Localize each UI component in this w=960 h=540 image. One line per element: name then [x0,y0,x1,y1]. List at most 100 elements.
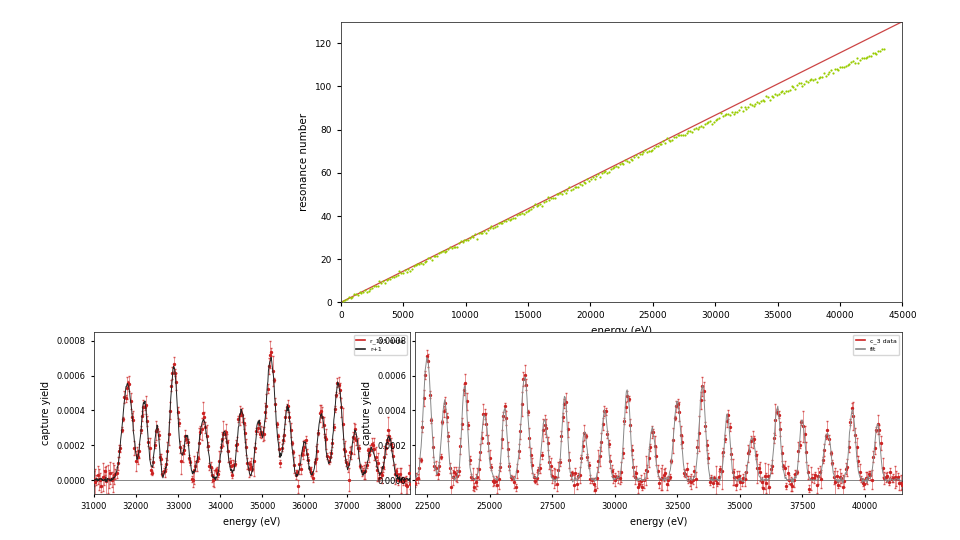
Point [800,78,815,87]
Point [258,402,274,410]
Point [285,448,300,456]
Point [690,442,706,451]
Point [477,410,492,418]
Point [511,210,526,219]
Point [236,419,252,428]
Point [431,462,446,471]
Point [381,274,396,283]
Point [119,383,134,392]
Point [191,439,206,448]
Point [882,468,898,477]
Point [511,447,526,455]
Point [185,476,201,484]
Point [277,413,293,421]
Point [580,453,595,462]
Point [404,265,420,273]
Point [639,467,655,476]
Point [430,469,445,478]
Point [90,470,106,479]
Point [676,131,691,139]
Point [324,449,339,457]
Point [104,476,119,484]
Point [454,420,469,428]
Point [221,447,236,455]
Point [279,402,295,411]
Point [505,474,520,483]
Point [884,475,900,483]
Point [828,64,843,73]
Point [570,471,586,480]
Point [619,156,635,165]
Point [684,477,699,486]
Point [809,480,825,489]
Point [748,450,763,459]
Point [257,408,273,416]
Point [845,56,860,65]
Point [699,119,714,127]
Point [535,201,550,210]
Point [730,107,745,116]
Point [533,200,548,208]
Point [670,131,685,140]
Point [308,454,324,463]
Point [120,379,135,388]
Point [341,292,356,301]
Point [242,460,257,469]
Point [288,470,303,479]
Point [368,282,383,291]
Point [433,453,448,461]
Point [728,108,743,117]
Point [182,458,198,467]
Point [593,437,609,446]
Point [378,444,394,453]
Point [594,169,610,178]
Point [372,468,388,477]
Point [367,281,382,290]
Point [388,467,403,476]
Point [690,125,706,133]
Point [613,468,629,476]
Point [771,410,786,419]
Point [384,443,399,452]
Point [761,482,777,491]
Point [449,242,465,251]
Point [400,265,416,273]
Point [394,476,409,485]
Point [372,277,387,286]
Point [528,476,543,485]
Point [630,153,645,161]
Point [598,166,613,175]
Point [856,480,872,488]
Point [414,259,429,267]
Point [313,406,328,415]
Point [860,52,876,61]
Point [639,147,655,156]
Point [627,473,642,482]
Point [641,147,657,156]
Point [158,460,174,468]
Point [704,474,719,483]
Point [814,475,829,483]
Point [835,483,851,491]
Point [269,420,284,429]
Point [494,435,510,443]
Point [462,234,477,242]
Point [578,179,593,187]
Point [475,228,491,237]
Point [523,204,539,213]
Point [676,469,691,477]
Point [632,480,647,488]
Point [603,164,618,173]
Point [607,163,622,171]
Point [157,467,173,476]
Point [94,482,109,490]
Point [142,444,157,453]
Point [717,111,732,119]
X-axis label: energy (eV): energy (eV) [223,517,280,527]
Point [252,430,268,438]
Point [335,420,350,428]
Point [560,186,575,194]
Point [194,424,209,433]
Point [480,226,495,234]
Point [671,407,686,416]
